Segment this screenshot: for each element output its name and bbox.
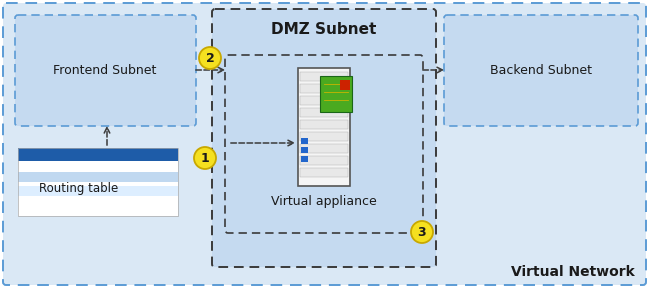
Bar bbox=[298, 68, 350, 186]
Text: Frontend Subnet: Frontend Subnet bbox=[53, 64, 156, 77]
Bar bbox=[301, 156, 308, 162]
FancyBboxPatch shape bbox=[3, 3, 646, 285]
Bar bbox=[18, 148, 178, 216]
Text: 1: 1 bbox=[201, 151, 210, 164]
Bar bbox=[320, 76, 352, 112]
Circle shape bbox=[194, 147, 216, 169]
Text: Routing table: Routing table bbox=[39, 182, 118, 195]
Bar bbox=[300, 156, 348, 165]
Circle shape bbox=[411, 221, 433, 243]
Bar bbox=[18, 186, 178, 196]
Bar bbox=[300, 168, 348, 177]
Text: 2: 2 bbox=[206, 52, 214, 64]
Bar bbox=[18, 148, 178, 161]
Text: Virtual Network: Virtual Network bbox=[511, 265, 635, 279]
Bar bbox=[18, 161, 178, 216]
Bar bbox=[301, 138, 308, 144]
FancyBboxPatch shape bbox=[444, 15, 638, 126]
Text: 3: 3 bbox=[418, 226, 426, 238]
FancyBboxPatch shape bbox=[212, 9, 436, 267]
FancyBboxPatch shape bbox=[15, 15, 196, 126]
Bar bbox=[18, 172, 178, 182]
Bar bbox=[300, 120, 348, 129]
Bar bbox=[300, 84, 348, 93]
Circle shape bbox=[199, 47, 221, 69]
Bar bbox=[300, 144, 348, 153]
Bar bbox=[301, 147, 308, 153]
Bar bbox=[340, 80, 350, 90]
Text: Virtual appliance: Virtual appliance bbox=[271, 195, 377, 209]
Text: Backend Subnet: Backend Subnet bbox=[490, 64, 592, 77]
Bar bbox=[300, 96, 348, 105]
FancyBboxPatch shape bbox=[225, 55, 423, 233]
Bar bbox=[300, 72, 348, 81]
Bar bbox=[300, 108, 348, 117]
Bar bbox=[300, 132, 348, 141]
Text: DMZ Subnet: DMZ Subnet bbox=[271, 23, 376, 37]
